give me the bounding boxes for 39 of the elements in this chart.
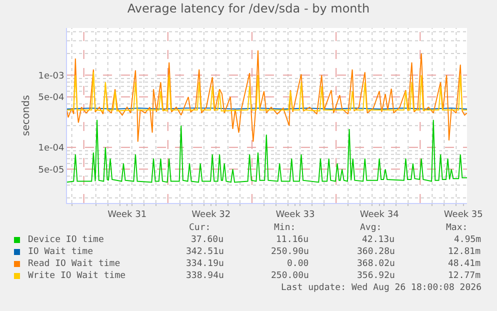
y-tick-label: 1e-03 [38,71,64,82]
y-axis-title: seconds [21,95,32,136]
y-tick-label: 1e-04 [38,144,64,154]
line-series [67,119,467,183]
text: Last update: Wed Aug 26 18:00:08 2026 [281,283,482,293]
text: 250.90u [271,247,309,257]
line-series [67,72,467,112]
x-tick-label: Week 31 [108,210,147,220]
text: 368.02u [357,259,395,269]
text: Max: [446,223,468,233]
text: 12.77m [448,271,481,281]
text: 12.81m [448,247,481,257]
y-tick-label: 5e-05 [38,165,64,176]
legend-label: Write IO Wait time [28,271,126,281]
x-tick-label: Week 32 [192,210,231,220]
line-series [67,50,467,142]
chart-title: Average latency for /dev/sda - by month [127,1,370,16]
legend-label: Device IO time [28,235,104,245]
x-tick-label: Week 35 [444,210,483,220]
x-tick-label: Week 33 [276,210,315,220]
text: 42.13u [362,235,395,245]
text: 338.94u [186,271,224,281]
text: 356.92u [357,271,395,281]
text: 11.16u [276,235,309,245]
text: 334.19u [186,259,224,269]
text: 250.00u [271,271,309,281]
text: Min: [274,223,296,233]
legend-label: Read IO Wait time [28,259,120,269]
x-tick-label: Week 34 [360,210,400,220]
text: Avg: [360,223,382,233]
y-tick-label: 5e-04 [38,93,64,104]
text: Cur: [189,223,211,233]
text: 0.00 [287,259,309,269]
text: 342.51u [186,247,224,257]
text: 360.28u [357,247,395,257]
legend-label: IO Wait time [28,247,94,257]
text: 4.95m [454,235,482,245]
text: 48.41m [448,259,481,269]
text: 37.60u [191,235,224,245]
